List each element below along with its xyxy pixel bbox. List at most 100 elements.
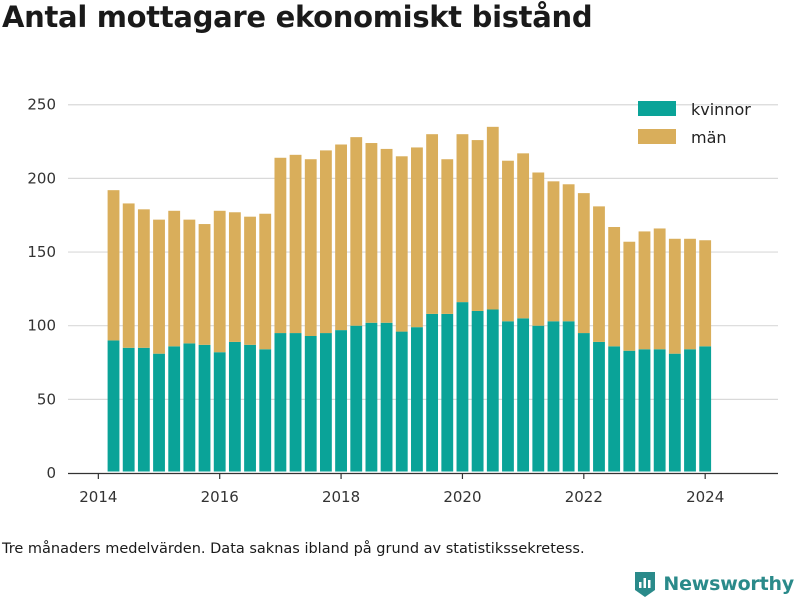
- bar-man: [699, 240, 712, 347]
- bar-man: [668, 238, 681, 354]
- bar-man: [228, 212, 241, 342]
- bar-man: [411, 147, 423, 328]
- legend-swatch-man: [638, 129, 676, 144]
- bar-man: [684, 238, 696, 350]
- y-tick-label: 100: [27, 317, 56, 335]
- bar-kvinnor: [289, 333, 302, 472]
- bar-man: [153, 219, 165, 354]
- bar-kvinnor: [638, 349, 651, 472]
- bar-man: [608, 227, 621, 347]
- bar-kvinnor: [183, 343, 196, 472]
- y-tick-label: 150: [27, 243, 56, 261]
- bar-man: [304, 159, 317, 336]
- bar-man: [335, 144, 347, 331]
- bar-kvinnor: [532, 325, 545, 472]
- bar-man: [395, 156, 408, 332]
- bar-kvinnor: [456, 302, 469, 472]
- bar-man: [259, 213, 272, 350]
- x-tick-label: 2024: [686, 488, 724, 506]
- x-tick-label: 2016: [201, 488, 239, 506]
- bar-man: [244, 216, 256, 345]
- bar-man: [107, 190, 120, 341]
- bar-kvinnor: [653, 349, 666, 472]
- bar-kvinnor: [244, 344, 256, 472]
- bar-man: [653, 228, 666, 350]
- bar-man: [502, 160, 514, 322]
- brand-name: Newsworthy: [663, 573, 794, 595]
- bar-kvinnor: [395, 331, 408, 472]
- y-tick-label: 200: [27, 169, 56, 187]
- newsworthy-logo-icon: [635, 572, 656, 597]
- bar-kvinnor: [335, 330, 347, 472]
- bar-kvinnor: [426, 313, 439, 472]
- bar-kvinnor: [668, 353, 681, 472]
- y-tick-label: 0: [46, 464, 56, 482]
- x-tick-label: 2014: [79, 488, 117, 506]
- bar-kvinnor: [274, 333, 287, 472]
- bar-kvinnor: [380, 322, 393, 472]
- bar-man: [623, 241, 636, 351]
- bar-man: [593, 206, 605, 342]
- bar-kvinnor: [502, 321, 514, 472]
- bar-kvinnor: [593, 341, 605, 472]
- legend: kvinnor män: [638, 100, 751, 147]
- footnote: Tre månaders medelvärden. Data saknas ib…: [2, 541, 585, 557]
- bar-man: [319, 150, 332, 334]
- bar-kvinnor: [411, 327, 423, 472]
- bar-man: [365, 143, 378, 323]
- bar-man: [213, 210, 226, 353]
- x-tick-label: 2018: [322, 488, 360, 506]
- bar-kvinnor: [699, 346, 712, 472]
- bar-kvinnor: [198, 344, 211, 472]
- bar-kvinnor: [441, 313, 454, 472]
- chart-title: Antal mottagare ekonomiskt bistånd: [2, 0, 593, 34]
- bar-kvinnor: [213, 352, 226, 472]
- bar-kvinnor: [517, 318, 530, 472]
- bar-man: [274, 157, 287, 334]
- legend-label-kvinnor: kvinnor: [691, 100, 751, 119]
- bar-man: [380, 148, 393, 323]
- bar-kvinnor: [623, 350, 636, 472]
- legend-swatch-kvinnor: [638, 101, 676, 116]
- bar-kvinnor: [486, 309, 499, 472]
- bar-kvinnor: [259, 349, 272, 472]
- bar-kvinnor: [137, 347, 150, 472]
- x-tick-label: 2020: [443, 488, 481, 506]
- bar-kvinnor: [304, 336, 317, 472]
- bar-kvinnor: [365, 322, 378, 472]
- bar-man: [456, 134, 469, 303]
- bar-man: [517, 153, 530, 319]
- bar-man: [137, 209, 150, 348]
- bar-man: [168, 210, 181, 347]
- bar-kvinnor: [122, 347, 135, 472]
- bar-kvinnor: [319, 333, 332, 472]
- bar-kvinnor: [547, 321, 560, 472]
- bar-kvinnor: [350, 325, 363, 472]
- y-tick-label: 50: [37, 390, 56, 408]
- bar-kvinnor: [608, 346, 621, 472]
- bar-man: [198, 224, 211, 345]
- bar-man: [426, 134, 439, 314]
- bar-man: [471, 140, 484, 311]
- bar-man: [577, 193, 590, 334]
- bar-man: [638, 231, 651, 350]
- bar-man: [562, 184, 575, 322]
- bar-kvinnor: [107, 340, 120, 472]
- bar-man: [289, 154, 302, 334]
- bar-kvinnor: [471, 310, 484, 472]
- brand-logo[interactable]: Newsworthy: [633, 570, 794, 598]
- bar-man: [532, 172, 545, 326]
- bar-man: [547, 181, 560, 322]
- bar-man: [441, 159, 454, 314]
- axes: 0 50 100 150 200 250 2014 2016 2018 2020 2022 2024: [27, 96, 778, 506]
- x-tick-label: 2022: [565, 488, 603, 506]
- bar-kvinnor: [168, 346, 181, 472]
- bar-kvinnor: [228, 341, 241, 472]
- bar-man: [486, 126, 499, 310]
- bar-kvinnor: [153, 353, 165, 472]
- bar-kvinnor: [577, 333, 590, 472]
- bar-kvinnor: [562, 321, 575, 472]
- bars: [107, 126, 712, 472]
